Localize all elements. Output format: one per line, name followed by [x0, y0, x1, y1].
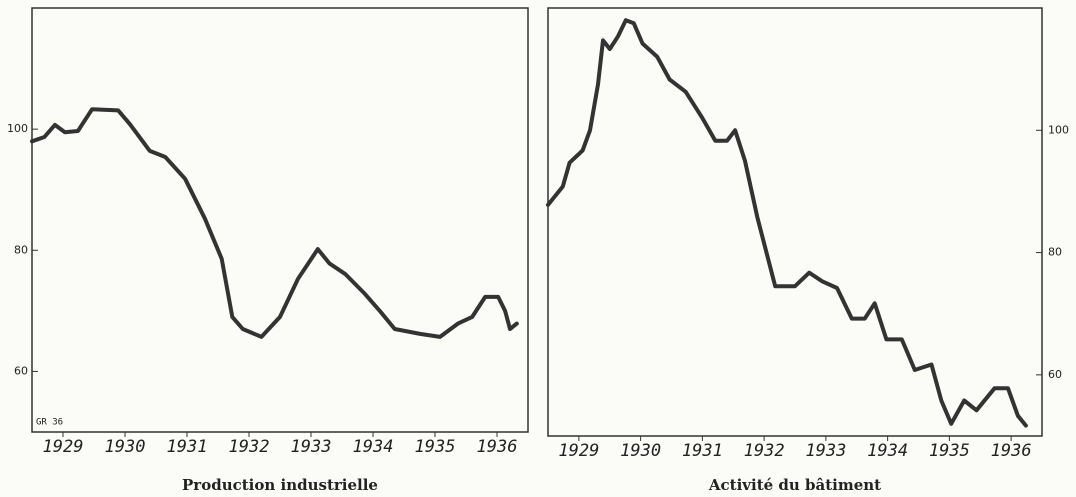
y-tick-label: 60	[1048, 368, 1062, 381]
annotation: GR 36	[36, 418, 63, 428]
x-tick-label: 1931	[167, 437, 208, 457]
chart-caption: Production industrielle	[182, 476, 378, 494]
y-tick-label: 60	[14, 364, 28, 377]
plot-frame	[31, 7, 529, 433]
x-tick-label: 1930	[620, 441, 661, 461]
x-tick-label: 1936	[477, 437, 518, 457]
x-tick-label: 1930	[105, 437, 146, 457]
x-tick-label: 1929	[43, 437, 84, 457]
x-tick-label: 1933	[291, 437, 332, 457]
x-tick-label: 1931	[682, 441, 723, 461]
x-tick-label: 1934	[867, 441, 908, 461]
x-tick-label: 1934	[353, 437, 394, 457]
y-tick-label: 80	[1048, 246, 1062, 259]
data-line	[30, 107, 519, 339]
y-tick-label: 80	[14, 243, 28, 256]
x-tick-label: 1929	[558, 441, 599, 461]
x-tick-label: 1936	[991, 441, 1032, 461]
y-tick-label: 100	[7, 122, 28, 135]
x-tick-label: 1935	[415, 437, 456, 457]
chart-caption: Activité du bâtiment	[708, 476, 881, 494]
x-tick-label: 1935	[929, 441, 970, 461]
y-tick-label: 100	[1048, 123, 1069, 136]
x-tick-label: 1932	[744, 441, 785, 461]
data-line	[546, 18, 1028, 428]
x-tick-label: 1933	[805, 441, 846, 461]
x-tick-label: 1932	[229, 437, 270, 457]
plot-frame	[547, 7, 1043, 437]
